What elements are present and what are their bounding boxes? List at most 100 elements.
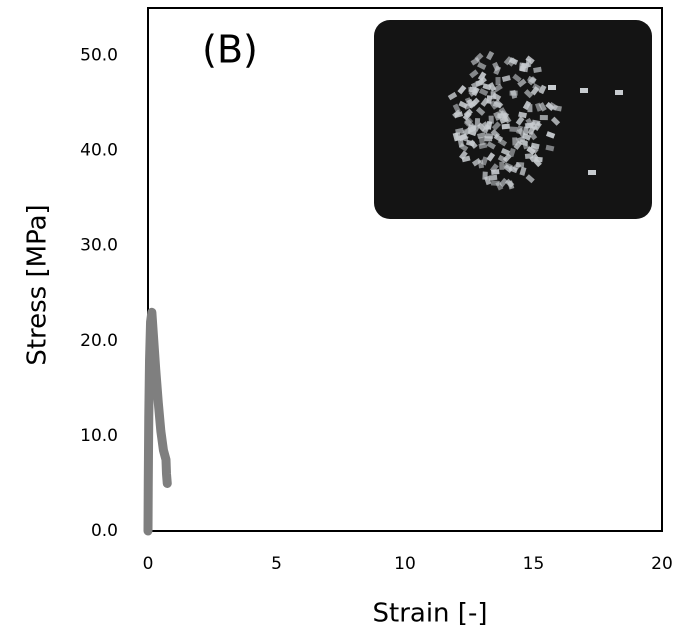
y-tick-label: 20.0: [80, 331, 118, 351]
pellet: [508, 147, 516, 158]
pellet: [507, 180, 515, 190]
pellet: [495, 77, 501, 86]
pellet: [588, 170, 596, 175]
pellet: [548, 85, 556, 90]
y-tick-label: 10.0: [80, 426, 118, 446]
pellet: [529, 153, 539, 163]
pellet: [522, 100, 532, 111]
stress-strain-line: [143, 307, 172, 536]
pellet: [497, 154, 508, 164]
pellet: [518, 111, 527, 119]
pellet: [486, 141, 496, 150]
pellet: [503, 162, 513, 170]
pellet: [545, 131, 556, 139]
pellet: [452, 109, 462, 119]
pellet: [539, 115, 548, 121]
pellet: [550, 116, 561, 126]
pellet: [469, 69, 479, 79]
pellet: [527, 75, 537, 85]
pellet: [480, 156, 489, 166]
pellet: [521, 132, 532, 141]
pellet: [463, 108, 473, 118]
pellet: [475, 106, 486, 116]
pellet: [525, 174, 535, 184]
annotation: (B): [202, 28, 258, 72]
pellet: [468, 86, 478, 94]
pellet: [510, 89, 518, 99]
pellet: [496, 109, 504, 120]
pellet: [538, 102, 547, 112]
x-axis-label: Strain [-]: [373, 599, 488, 629]
pellet: [485, 50, 495, 61]
x-tick-label: 15: [523, 554, 545, 574]
pellet: [501, 75, 511, 82]
pellet: [489, 100, 499, 110]
pellet: [509, 126, 518, 132]
photo-background: [374, 20, 652, 219]
pellet: [477, 61, 487, 70]
pellet: [463, 117, 474, 127]
y-tick-label: 30.0: [80, 236, 118, 256]
pellet: [466, 98, 475, 109]
pellet: [486, 152, 496, 162]
pellet: [512, 73, 522, 83]
plot-frame: [147, 7, 663, 532]
pellet: [526, 58, 532, 67]
y-tick-label: 50.0: [80, 46, 118, 66]
pellet: [580, 88, 588, 93]
pellet: [519, 166, 527, 176]
pellet: [523, 89, 534, 99]
pellet: [498, 177, 508, 188]
pellet: [476, 132, 486, 139]
pellet: [458, 143, 469, 152]
pellet: [517, 78, 527, 88]
pellet: [493, 83, 503, 93]
pellet: [519, 62, 527, 73]
x-tick-label: 0: [143, 554, 154, 574]
pellet: [497, 138, 508, 147]
pellet: [538, 84, 547, 95]
pellet: [457, 84, 467, 95]
pellet: [501, 123, 511, 130]
pellet: [508, 57, 519, 66]
pellet: [545, 144, 555, 152]
pellet: [484, 136, 493, 142]
pellet: [529, 121, 538, 131]
pellet: [482, 124, 491, 134]
pellet: [493, 65, 502, 75]
y-axis-label: Stress [MPa]: [23, 204, 53, 365]
pellet: [491, 92, 502, 101]
pellet: [490, 180, 500, 186]
pellet: [491, 121, 501, 131]
pellet: [515, 116, 525, 126]
pellet: [478, 136, 485, 146]
pellet: [516, 125, 524, 135]
pellet: [530, 86, 540, 96]
pellet: [471, 80, 481, 89]
pellet: [447, 91, 458, 101]
pellet: [478, 88, 489, 97]
pellet: [533, 66, 542, 74]
pellet: [488, 174, 498, 181]
pellet: [500, 112, 509, 122]
pellet: [467, 123, 477, 132]
pellet: [465, 139, 476, 147]
y-tick-label: 0.0: [91, 521, 118, 541]
pellet: [482, 171, 488, 180]
inset-photo: [374, 20, 652, 219]
pellet: [474, 52, 484, 62]
x-tick-label: 10: [394, 554, 416, 574]
pellet: [477, 71, 487, 81]
pellet: [458, 150, 468, 160]
pellet: [530, 142, 540, 150]
pellet: [471, 157, 482, 167]
pellet: [526, 146, 536, 155]
x-tick-label: 5: [271, 554, 282, 574]
pellet: [486, 95, 493, 104]
pellet: [528, 130, 538, 141]
pellet: [452, 132, 460, 142]
pellet: [615, 90, 623, 95]
pellet: [553, 105, 562, 112]
pellet: [534, 102, 543, 112]
